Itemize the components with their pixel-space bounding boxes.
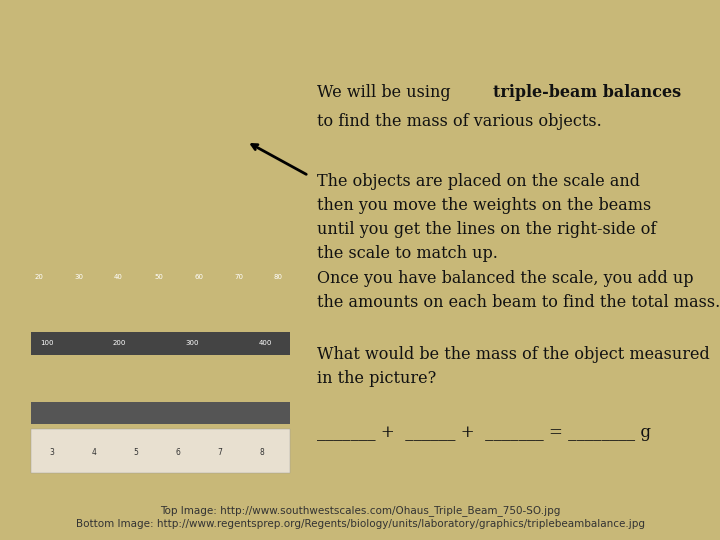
FancyBboxPatch shape	[58, 109, 279, 118]
Text: 60: 60	[194, 274, 203, 280]
Text: 70: 70	[234, 274, 243, 280]
Text: 400: 400	[258, 340, 272, 347]
Text: Top Image: http://www.southwestscales.com/Ohaus_Triple_Beam_750-SO.jpg: Top Image: http://www.southwestscales.co…	[160, 505, 560, 516]
Ellipse shape	[45, 79, 140, 122]
Text: to find the mass of various objects.: to find the mass of various objects.	[317, 113, 601, 130]
FancyBboxPatch shape	[39, 199, 282, 230]
Text: _______ +  ______ +  _______ = ________ g: _______ + ______ + _______ = ________ g	[317, 424, 651, 441]
FancyBboxPatch shape	[30, 402, 289, 424]
Text: 80: 80	[274, 274, 283, 280]
Text: Once you have balanced the scale, you add up
the amounts on each beam to find th: Once you have balanced the scale, you ad…	[317, 270, 720, 311]
FancyBboxPatch shape	[25, 70, 295, 240]
Text: What would be the mass of the object measured
in the picture?: What would be the mass of the object mea…	[317, 346, 709, 387]
Text: 50: 50	[154, 274, 163, 280]
FancyBboxPatch shape	[30, 332, 289, 355]
Text: 7: 7	[217, 448, 222, 457]
FancyBboxPatch shape	[25, 254, 295, 478]
Text: 200: 200	[113, 340, 127, 347]
Text: 6: 6	[175, 448, 180, 457]
Text: 300: 300	[186, 340, 199, 347]
Text: Bottom Image: http://www.regentsprep.org/Regents/biology/units/laboratory/graphi: Bottom Image: http://www.regentsprep.org…	[76, 519, 644, 530]
Text: 8: 8	[259, 448, 264, 457]
Text: 20: 20	[35, 274, 43, 280]
FancyBboxPatch shape	[58, 143, 279, 152]
FancyBboxPatch shape	[30, 281, 289, 312]
Text: triple-beam balances: triple-beam balances	[493, 84, 681, 100]
Text: Measuring Mass: Measuring Mass	[219, 13, 501, 44]
Text: 40: 40	[114, 274, 123, 280]
Text: 4: 4	[91, 448, 96, 457]
Text: The objects are placed on the scale and
then you move the weights on the beams
u: The objects are placed on the scale and …	[317, 173, 656, 262]
FancyBboxPatch shape	[58, 125, 279, 135]
Text: 3: 3	[50, 448, 55, 457]
Text: 5: 5	[133, 448, 138, 457]
FancyBboxPatch shape	[30, 429, 289, 474]
Text: We will be using: We will be using	[317, 84, 456, 100]
Text: 30: 30	[74, 274, 84, 280]
Text: 100: 100	[40, 340, 53, 347]
FancyBboxPatch shape	[0, 0, 720, 57]
